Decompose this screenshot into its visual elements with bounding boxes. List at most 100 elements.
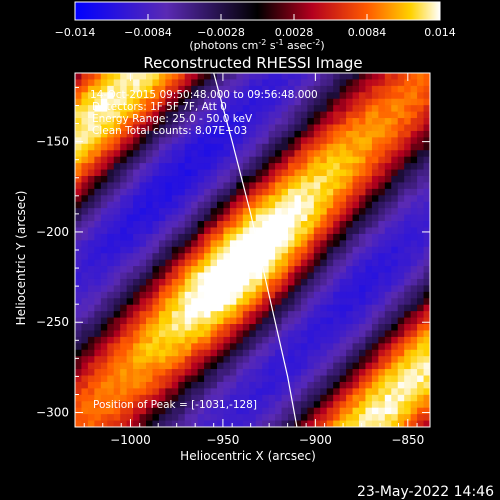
heatmap-cell bbox=[204, 182, 212, 190]
heatmap-cell bbox=[397, 214, 405, 222]
heatmap-cell bbox=[365, 414, 373, 422]
heatmap-cell bbox=[120, 188, 128, 196]
heatmap-cell bbox=[113, 105, 121, 113]
heatmap-cell bbox=[120, 214, 128, 222]
heatmap-cell bbox=[300, 227, 308, 235]
heatmap-cell bbox=[288, 92, 296, 100]
heatmap-cell bbox=[365, 266, 373, 274]
heatmap-cell bbox=[262, 407, 270, 415]
heatmap-cell bbox=[113, 240, 121, 248]
heatmap-cell bbox=[249, 336, 257, 344]
heatmap-cell bbox=[404, 324, 412, 332]
heatmap-cell bbox=[326, 73, 334, 81]
heatmap-cell bbox=[113, 414, 121, 422]
heatmap-cell bbox=[326, 169, 334, 177]
heatmap-cell bbox=[107, 182, 115, 190]
heatmap-cell bbox=[120, 311, 128, 319]
heatmap-cell bbox=[197, 92, 205, 100]
heatmap-cell bbox=[100, 246, 108, 254]
heatmap-cell bbox=[191, 79, 199, 87]
heatmap-cell bbox=[191, 304, 199, 312]
heatmap-cell bbox=[178, 278, 186, 286]
heatmap-cell bbox=[75, 343, 83, 351]
heatmap-cell bbox=[75, 227, 83, 235]
heatmap-cell bbox=[288, 311, 296, 319]
heatmap-cell bbox=[320, 240, 328, 248]
heatmap-cell bbox=[152, 195, 160, 203]
heatmap-cell bbox=[113, 233, 121, 241]
heatmap-cell bbox=[275, 85, 283, 93]
heatmap-cell bbox=[178, 124, 186, 132]
heatmap-cell bbox=[133, 79, 141, 87]
heatmap-cell bbox=[120, 105, 128, 113]
heatmap-cell bbox=[307, 150, 315, 158]
heatmap-cell bbox=[184, 182, 192, 190]
heatmap-cell bbox=[410, 311, 418, 319]
heatmap-cell bbox=[229, 317, 237, 325]
heatmap-cell bbox=[204, 188, 212, 196]
heatmap-cell bbox=[158, 118, 166, 126]
heatmap-cell bbox=[307, 362, 315, 370]
heatmap-cell bbox=[326, 201, 334, 209]
heatmap-cell bbox=[307, 375, 315, 383]
heatmap-cell bbox=[81, 233, 89, 241]
heatmap-cell bbox=[197, 246, 205, 254]
heatmap-cell bbox=[178, 201, 186, 209]
heatmap-cell bbox=[171, 285, 179, 293]
heatmap-cell bbox=[404, 259, 412, 267]
heatmap-cell bbox=[294, 130, 302, 138]
heatmap-cell bbox=[249, 369, 257, 377]
heatmap-cell bbox=[417, 272, 425, 280]
heatmap-cell bbox=[294, 195, 302, 203]
heatmap-cell bbox=[255, 285, 263, 293]
heatmap-cell bbox=[184, 92, 192, 100]
heatmap-cell bbox=[294, 356, 302, 364]
heatmap-cell bbox=[81, 150, 89, 158]
heatmap-cell bbox=[313, 143, 321, 151]
heatmap-cell bbox=[320, 298, 328, 306]
heatmap-cell bbox=[126, 388, 134, 396]
heatmap-cell bbox=[107, 388, 115, 396]
heatmap-cell bbox=[204, 137, 212, 145]
heatmap-cell bbox=[191, 233, 199, 241]
heatmap-cell bbox=[158, 285, 166, 293]
heatmap-cell bbox=[268, 394, 276, 402]
heatmap-cell bbox=[158, 73, 166, 81]
heatmap-cell bbox=[158, 124, 166, 132]
heatmap-cell bbox=[113, 375, 121, 383]
heatmap-cell bbox=[204, 85, 212, 93]
heatmap-cell bbox=[204, 343, 212, 351]
heatmap-cell bbox=[262, 304, 270, 312]
heatmap-cell bbox=[242, 130, 250, 138]
heatmap-cell bbox=[133, 195, 141, 203]
heatmap-cell bbox=[262, 317, 270, 325]
heatmap-cell bbox=[146, 150, 154, 158]
heatmap-cell bbox=[113, 156, 121, 164]
heatmap-cell bbox=[87, 253, 95, 261]
heatmap-cell bbox=[178, 182, 186, 190]
heatmap-cell bbox=[223, 369, 231, 377]
heatmap-cell bbox=[87, 381, 95, 389]
heatmap-cell bbox=[87, 118, 95, 126]
heatmap-cell bbox=[171, 356, 179, 364]
heatmap-cell bbox=[158, 195, 166, 203]
heatmap-cell bbox=[249, 407, 257, 415]
heatmap-cell bbox=[275, 349, 283, 357]
heatmap-cell bbox=[294, 266, 302, 274]
heatmap-cell bbox=[75, 285, 83, 293]
heatmap-cell bbox=[300, 105, 308, 113]
heatmap-cell bbox=[139, 356, 147, 364]
heatmap-cell bbox=[165, 259, 173, 267]
heatmap-cell bbox=[94, 324, 102, 332]
heatmap-cell bbox=[339, 85, 347, 93]
heatmap-cell bbox=[249, 105, 257, 113]
heatmap-cell bbox=[417, 221, 425, 229]
heatmap-cell bbox=[223, 362, 231, 370]
heatmap-cell bbox=[346, 105, 354, 113]
heatmap-cell bbox=[87, 79, 95, 87]
heatmap-cell bbox=[210, 356, 218, 364]
heatmap-cell bbox=[359, 336, 367, 344]
heatmap-cell bbox=[146, 336, 154, 344]
heatmap-cell bbox=[210, 130, 218, 138]
heatmap-cell bbox=[120, 143, 128, 151]
